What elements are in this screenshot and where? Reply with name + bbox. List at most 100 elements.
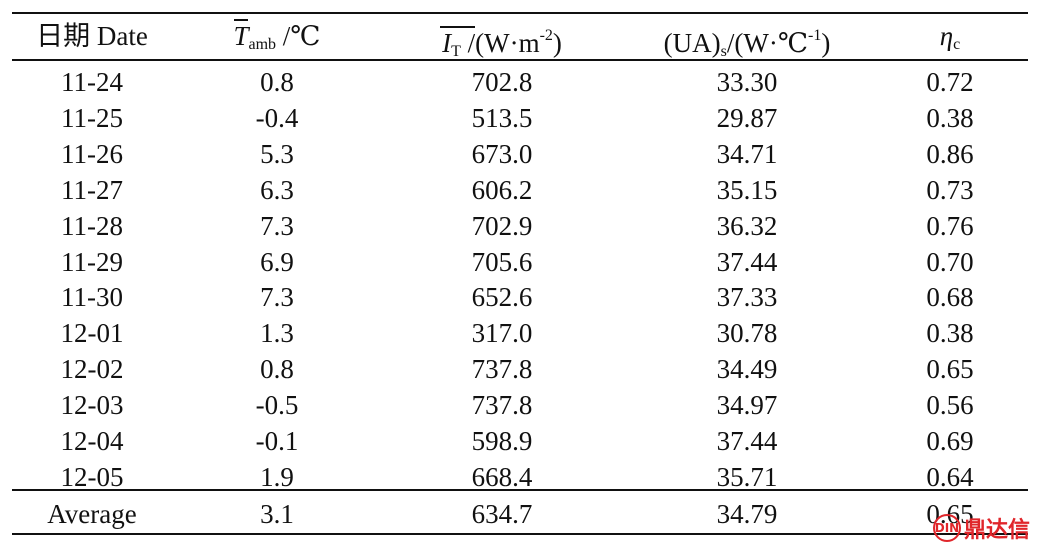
- cell-ua: 34.49: [716, 354, 778, 385]
- cell-ua: 37.44: [716, 246, 778, 277]
- cell-date: 12-04: [60, 426, 124, 456]
- cell-it: 598.9: [471, 426, 533, 456]
- cell-date: 12-02: [60, 354, 124, 385]
- average-tamb: 3.1: [260, 499, 294, 529]
- table-row: 12-05 1.9 668.4 35.71 0.64: [12, 459, 1028, 495]
- cell-tamb: 7.3: [260, 210, 294, 241]
- tamb-unit: /℃: [276, 21, 321, 51]
- cell-date: 11-26: [61, 138, 123, 169]
- cell-date: 12-05: [60, 461, 124, 492]
- table-row: 12-04 -0.1 598.9 37.44 0.69: [12, 423, 1028, 459]
- cell-tamb: 0.8: [260, 354, 294, 385]
- cell-eta: 0.72: [926, 67, 974, 97]
- average-ua: 34.79: [716, 499, 778, 529]
- cell-tamb: 0.8: [260, 67, 294, 97]
- cell-tamb: 1.3: [260, 318, 294, 349]
- average-it: 634.7: [471, 499, 533, 529]
- watermark-text: 鼎达信: [963, 518, 1030, 543]
- cell-date: 11-24: [61, 67, 123, 97]
- cell-ua: 37.44: [716, 426, 778, 456]
- header-row: 日期 Date Tamb /℃ IT /(W·m-2) (UA)s/(W·℃-1…: [12, 16, 1028, 60]
- table-row: 11-27 6.3 606.2 35.15 0.73: [12, 172, 1028, 208]
- table-row: 12-02 0.8 737.8 34.49 0.65: [12, 351, 1028, 387]
- cell-date: 12-03: [60, 390, 124, 421]
- cell-ua: 34.97: [716, 390, 778, 421]
- cell-date: 11-29: [61, 246, 123, 277]
- table-row: 11-28 7.3 702.9 36.32 0.76: [12, 208, 1028, 244]
- cell-date: 11-27: [61, 174, 123, 205]
- cell-eta: 0.86: [926, 138, 974, 169]
- cell-eta: 0.38: [926, 102, 974, 133]
- cell-it: 705.6: [471, 246, 533, 277]
- it-symbol: I: [442, 28, 452, 58]
- it-close: ): [552, 28, 562, 58]
- header-date: 日期 Date: [36, 21, 148, 51]
- ua-unit: /(W·℃: [726, 28, 809, 58]
- it-unit: /(W·m: [460, 28, 540, 58]
- header-efficiency: ηc: [872, 16, 1028, 56]
- average-rule: [12, 489, 1028, 491]
- cell-eta: 0.65: [926, 354, 974, 385]
- header-ua: (UA)s/(W·℃-1): [622, 16, 872, 60]
- table-row: 11-24 0.8 702.8 33.30 0.72: [12, 64, 1028, 100]
- cell-date: 11-30: [61, 282, 123, 313]
- table-row: 11-29 6.9 705.6 37.44 0.70: [12, 244, 1028, 280]
- cell-ua: 29.87: [716, 102, 778, 133]
- cell-it: 673.0: [471, 138, 533, 169]
- cell-date: 11-28: [61, 210, 123, 241]
- cell-eta: 0.56: [926, 390, 974, 421]
- ua-symbol: (UA): [663, 28, 721, 58]
- table-row: 11-25 -0.4 513.5 29.87 0.38: [12, 100, 1028, 136]
- cell-it: 606.2: [471, 174, 533, 205]
- cell-tamb: 7.3: [260, 282, 294, 313]
- watermark-logo: DIN 鼎达信: [932, 513, 1030, 543]
- average-label: Average: [47, 499, 137, 529]
- cell-eta: 0.70: [926, 246, 974, 277]
- cell-eta: 0.73: [926, 174, 974, 205]
- header-ambient-temperature: Tamb /℃: [172, 16, 382, 56]
- top-rule: [12, 12, 1028, 14]
- header-irradiance: IT /(W·m-2): [382, 16, 622, 60]
- eta-symbol: η: [939, 21, 954, 51]
- table-row: 11-30 7.3 652.6 37.33 0.68: [12, 279, 1028, 315]
- cell-tamb: -0.5: [255, 390, 299, 421]
- cell-eta: 0.69: [926, 426, 974, 456]
- cell-it: 737.8: [471, 390, 533, 421]
- cell-it: 702.9: [471, 210, 533, 241]
- tamb-subscript: amb: [248, 36, 277, 53]
- cell-it: 513.5: [471, 102, 533, 133]
- ua-subscript: s: [720, 43, 727, 60]
- eta-subscript: c: [953, 36, 961, 53]
- ua-exponent: -1: [808, 27, 822, 44]
- cell-tamb: -0.4: [255, 102, 299, 133]
- ua-close: ): [821, 28, 831, 58]
- tamb-symbol: T: [233, 16, 249, 56]
- cell-it: 737.8: [471, 354, 533, 385]
- cell-it: 652.6: [471, 282, 533, 313]
- cell-eta: 0.68: [926, 282, 974, 313]
- average-row: Average 3.1 634.7 34.79 0.65: [12, 496, 1028, 532]
- it-exponent: -2: [539, 27, 553, 44]
- bottom-rule: [12, 533, 1028, 535]
- it-group: IT: [440, 23, 475, 72]
- table-row: 12-01 1.3 317.0 30.78 0.38: [12, 315, 1028, 351]
- cell-it: 668.4: [471, 461, 533, 492]
- cell-tamb: 1.9: [260, 461, 294, 492]
- cell-tamb: 6.3: [260, 174, 294, 205]
- cell-tamb: -0.1: [255, 426, 299, 456]
- cell-ua: 30.78: [716, 318, 778, 349]
- watermark-mark-icon: DIN: [932, 514, 961, 542]
- cell-eta: 0.64: [926, 461, 974, 492]
- cell-it: 317.0: [471, 318, 533, 349]
- cell-ua: 35.71: [716, 461, 778, 492]
- cell-it: 702.8: [471, 67, 533, 97]
- cell-date: 11-25: [61, 102, 123, 133]
- header-rule: [12, 59, 1028, 61]
- cell-eta: 0.76: [926, 210, 974, 241]
- table-row: 11-26 5.3 673.0 34.71 0.86: [12, 136, 1028, 172]
- cell-ua: 34.71: [716, 138, 778, 169]
- cell-tamb: 6.9: [260, 246, 294, 277]
- cell-ua: 35.15: [716, 174, 778, 205]
- cell-ua: 37.33: [716, 282, 778, 313]
- cell-tamb: 5.3: [260, 138, 294, 169]
